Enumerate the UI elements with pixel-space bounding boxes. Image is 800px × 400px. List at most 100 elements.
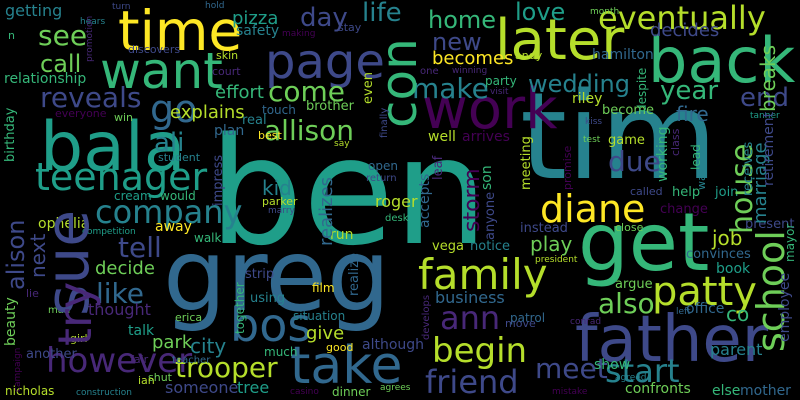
word-real: real (242, 113, 267, 128)
word-job: job (712, 226, 743, 250)
word-trooper: trooper (175, 351, 278, 384)
word-business: business (435, 288, 505, 307)
word-student: student (158, 151, 201, 164)
word-decide: decide (95, 258, 155, 279)
word-winning: winning (452, 66, 488, 76)
word-despite: despite (635, 67, 649, 112)
word-riley: riley (572, 91, 603, 107)
word-also: also (598, 287, 655, 320)
word-even: even (361, 72, 376, 104)
word-plan: plan (214, 123, 245, 139)
word-decides: decides (650, 20, 720, 41)
word-lead: lead (689, 144, 703, 170)
word-leaf: leaf (431, 155, 446, 180)
word-change: change (660, 202, 708, 217)
word-move: move (505, 317, 536, 330)
word-conrad: conrad (570, 317, 602, 327)
word-next: next (26, 233, 50, 278)
word-co: co (726, 302, 750, 326)
word-good: good (326, 341, 354, 354)
word-parker: parker (262, 195, 298, 208)
word-tree: tree (237, 378, 270, 397)
word-call: call (40, 50, 82, 78)
word-patrol: patrol (510, 311, 546, 325)
word-well: well (428, 129, 456, 145)
word-home: home (428, 6, 497, 34)
word-kiss: kiss (585, 117, 603, 127)
word-due: due (608, 145, 661, 178)
word-convinces: convinces (686, 247, 751, 262)
word-patty: patty (652, 269, 757, 315)
word-accepts: accepts (417, 173, 433, 228)
word-marry: marry (268, 206, 295, 216)
word-day: day (300, 3, 348, 33)
word-meeting: meeting (519, 136, 534, 190)
word-someone: someone (165, 378, 239, 397)
word-brother: brother (306, 99, 354, 114)
word-return: return (366, 173, 397, 184)
word-construction: construction (76, 388, 132, 398)
word-anyone: anyone (483, 191, 498, 240)
word-working: working (655, 126, 671, 182)
word-explains: explains (170, 102, 245, 123)
word-however: however (46, 341, 193, 381)
word-talk: talk (128, 323, 155, 339)
word-getting: getting (5, 1, 63, 20)
word-develops: develops (421, 294, 432, 340)
word-alison: alison (2, 219, 30, 290)
word-later: later (495, 8, 625, 73)
word-love: love (515, 0, 566, 26)
word-competition: competition (82, 227, 136, 237)
word-class: class (669, 128, 682, 156)
word-tell: tell (118, 231, 162, 264)
word-agrees: agrees (380, 383, 411, 393)
word-show: show (594, 357, 631, 373)
word-realizes: realizes (316, 176, 337, 246)
word-diane: diane (540, 187, 646, 231)
word-present: present (745, 217, 795, 232)
word-making: making (282, 29, 316, 39)
word-arrives: arrives (462, 129, 510, 145)
word-mistake: mistake (552, 387, 588, 397)
word-join: join (715, 185, 739, 200)
word-agreed: agreed (615, 373, 647, 383)
word-else: else (712, 383, 741, 399)
word-give: give (306, 323, 345, 344)
word-fire: fire (676, 102, 709, 126)
word-try: try (48, 281, 102, 346)
word-want: want (100, 42, 223, 100)
word-become: become (602, 103, 655, 118)
word-strip: strip (245, 267, 275, 282)
word-party: party (485, 74, 517, 88)
word-pizza: pizza (232, 8, 279, 29)
word-life: life (362, 0, 402, 28)
word-ben: ben (209, 106, 488, 278)
word-birthday: birthday (3, 107, 18, 162)
word-eventually: eventually (598, 0, 766, 37)
word-go: bos (230, 298, 312, 352)
word-thought: thought (88, 300, 151, 319)
word-meet: meet (535, 352, 608, 385)
word-year: year (660, 76, 719, 106)
word-one: one (420, 66, 439, 77)
word-nicholas: nicholas (5, 384, 55, 398)
word-dinner: dinner (332, 385, 371, 399)
word-becomes: becomes (432, 48, 514, 69)
word-mayor: mayor (783, 223, 797, 262)
word-ian: ian (138, 374, 155, 387)
word-would: would (160, 189, 196, 203)
word-come: come (268, 75, 346, 108)
word-make: make (412, 72, 489, 105)
word-discovers: discovers (128, 43, 181, 56)
word-another: another (26, 347, 77, 362)
word-lie: lie (26, 287, 39, 300)
word-away: away (155, 219, 192, 235)
word-finally: finally (379, 107, 390, 138)
word-game: game (608, 133, 645, 148)
word-test: test (583, 135, 601, 145)
word-wedding: wedding (528, 70, 630, 98)
word-beauty: beauty (3, 297, 19, 346)
word-ophelia: ophelia (38, 216, 90, 232)
word-stay: stay (338, 21, 362, 34)
